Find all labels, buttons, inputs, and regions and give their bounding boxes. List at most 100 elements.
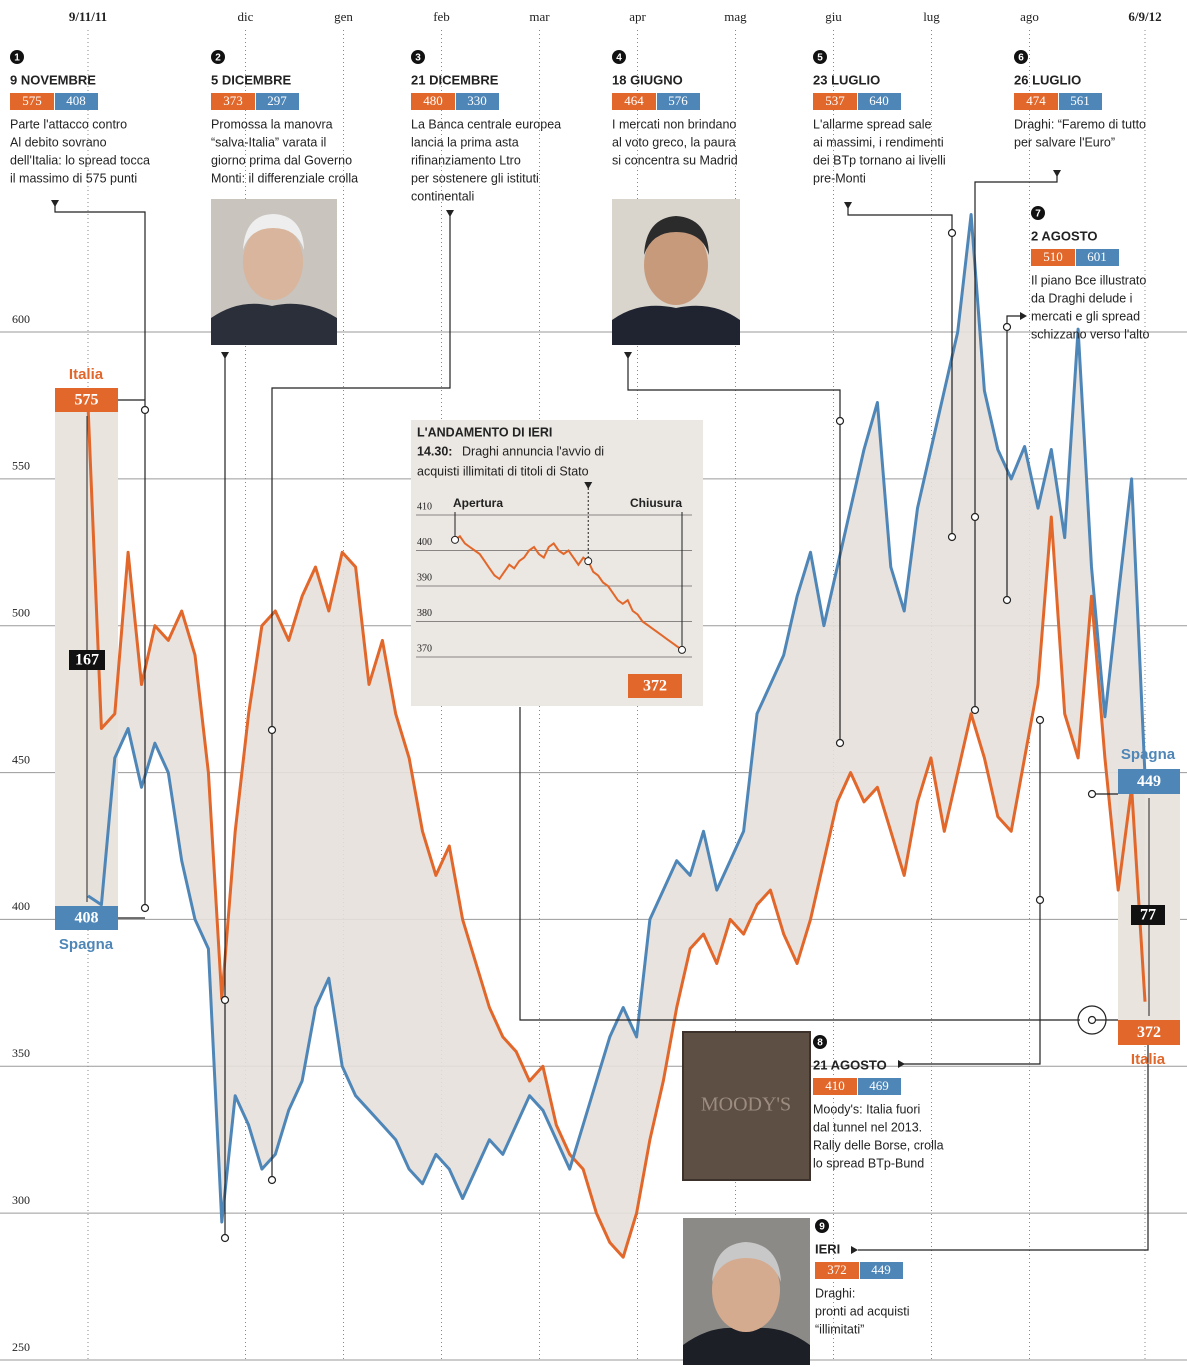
legend-italia-end: Italia [1131, 1051, 1166, 1068]
annotation-text: Draghi: “Faremo di tutto [1014, 117, 1146, 131]
start-italia-value: 575 [75, 392, 99, 409]
x-tick-label: 6/9/12 [1128, 9, 1161, 24]
start-spagna-value: 408 [75, 910, 99, 927]
photo-moodys: MOODY'S [682, 1031, 811, 1181]
annotation-number: 8 [817, 1038, 823, 1049]
labels: Italia575408Spagna167Spagna44977372Itali… [10, 50, 1180, 1336]
annotation-italia: 474 [1026, 93, 1046, 108]
annotation-text: Moody's: Italia fuori [813, 1102, 920, 1116]
annotation-date: 21 DICEMBRE [411, 72, 499, 87]
connector-dots [140, 228, 1097, 1243]
annotation-italia: 372 [827, 1262, 847, 1277]
photo-draghi [683, 1218, 810, 1365]
moodys-sign: MOODY'S [701, 1094, 791, 1116]
annotation-spagna: 640 [869, 93, 889, 108]
legend-spagna: Spagna [59, 936, 114, 953]
connectors [54, 170, 1149, 1251]
annotation-number-circle [1031, 206, 1045, 220]
annotation-date: 26 LUGLIO [1014, 72, 1081, 87]
annotation-spagna-box [858, 1078, 901, 1095]
annotation-text: “salva-Italia” varata il [211, 135, 326, 149]
annotation-italia: 510 [1043, 249, 1063, 264]
annotation-text: pre-Monti [813, 171, 866, 185]
inset-text: Draghi annuncia l'avvio di [462, 444, 604, 458]
annotation-date: 2 AGOSTO [1031, 228, 1097, 243]
annotation-date: 5 DICEMBRE [211, 72, 292, 87]
annotation-text: giorno prima dal Governo [211, 153, 352, 167]
y-tick-label: 250 [12, 1340, 30, 1354]
x-tick-label: dic [238, 9, 254, 24]
end-gap: 77 [1140, 907, 1156, 924]
inset-marker [584, 482, 593, 489]
annotation-text: schizzano verso l'alto [1031, 327, 1149, 341]
start-italia-value-box [55, 388, 118, 412]
x-tick-label: ago [1020, 9, 1039, 24]
annotation-spagna-box [1059, 93, 1102, 110]
annotation-italia-box [612, 93, 656, 110]
annotation-text: dal tunnel nel 2013. [813, 1120, 922, 1134]
annotation-number-circle [211, 50, 225, 64]
y-tick-label: 350 [12, 1046, 30, 1060]
annotation-text: La Banca centrale europea [411, 117, 561, 131]
annotation-text: continentali [411, 189, 474, 203]
annotation-number-circle [1014, 50, 1028, 64]
annotation-text: mercati e gli spread [1031, 309, 1140, 323]
inset-y-tick-label: 400 [417, 537, 432, 548]
x-tick-label: 9/11/11 [69, 9, 107, 24]
end-italia-value: 372 [1137, 1024, 1161, 1041]
annotation-number: 1 [14, 53, 20, 64]
annotation-italia-box [813, 93, 857, 110]
spread-band [88, 214, 1145, 1258]
annotation-text: si concentra su Madrid [612, 153, 738, 167]
inset-close-label: Chiusura [630, 496, 682, 510]
annotation-italia: 575 [22, 93, 42, 108]
annotation-italia-box [10, 93, 54, 110]
annotation-text: lo spread BTp-Bund [813, 1156, 924, 1170]
inset-dot [584, 557, 593, 566]
annotation-number-circle [411, 50, 425, 64]
end-spagna-value-box [1118, 769, 1180, 794]
y-tick-label: 600 [12, 312, 30, 326]
annotation-number-circle [815, 1219, 829, 1233]
annotation-spagna-box [1076, 249, 1119, 266]
inset-dot [678, 645, 686, 654]
annotation-spagna: 297 [267, 93, 287, 108]
y-tick-label: 450 [12, 752, 30, 766]
inset-open-label: Apertura [453, 496, 503, 510]
inset: L'ANDAMENTO DI IERI 14.30: Draghi annuncia… [416, 425, 692, 698]
annotation-text: dell'Italia: lo spread tocca [10, 153, 150, 167]
y-tick-label: 550 [12, 459, 30, 473]
inset-panel [411, 420, 703, 706]
x-tick-label: feb [433, 9, 450, 24]
inset-dot [451, 535, 459, 544]
x-tick-label: lug [923, 9, 940, 24]
annotation-spagna: 408 [66, 93, 86, 108]
annotation-number: 3 [415, 53, 421, 64]
annotation-italia: 464 [624, 93, 644, 108]
annotation-text: pronti ad acquisti [815, 1304, 910, 1318]
legend-italia: Italia [69, 366, 104, 383]
end-gap-box [1131, 905, 1165, 925]
annotation-spagna: 469 [869, 1078, 889, 1093]
annotation-number: 6 [1018, 53, 1024, 64]
annotation-number: 9 [819, 1222, 825, 1233]
annotation-text: per salvare l'Euro” [1014, 135, 1115, 149]
annotation-italia-box [1031, 249, 1075, 266]
annotation-spagna: 576 [668, 93, 688, 108]
x-tick-label: apr [629, 9, 646, 24]
series-line [86, 405, 1147, 1259]
annotation-italia: 410 [825, 1078, 845, 1093]
annotation-italia-box [815, 1262, 859, 1279]
annotation-spagna: 449 [871, 1262, 891, 1277]
annotation-text: lancia la prima asta [411, 135, 519, 149]
annotation-italia: 537 [825, 93, 845, 108]
annotation-spagna-box [456, 93, 499, 110]
inset-text: acquisti illimitati di titoli di Stato [417, 464, 589, 478]
inset-title: L'ANDAMENTO DI IERI [417, 425, 552, 439]
annotation-text: Parte l'attacco contro [10, 117, 127, 131]
annotation-number-circle [813, 50, 827, 64]
annotation-date: 9 NOVEMBRE [10, 72, 96, 87]
annotation-text: L'allarme spread sale [813, 117, 931, 131]
annotation-text: da Draghi delude i [1031, 291, 1132, 305]
annotation-spagna-box [55, 93, 98, 110]
